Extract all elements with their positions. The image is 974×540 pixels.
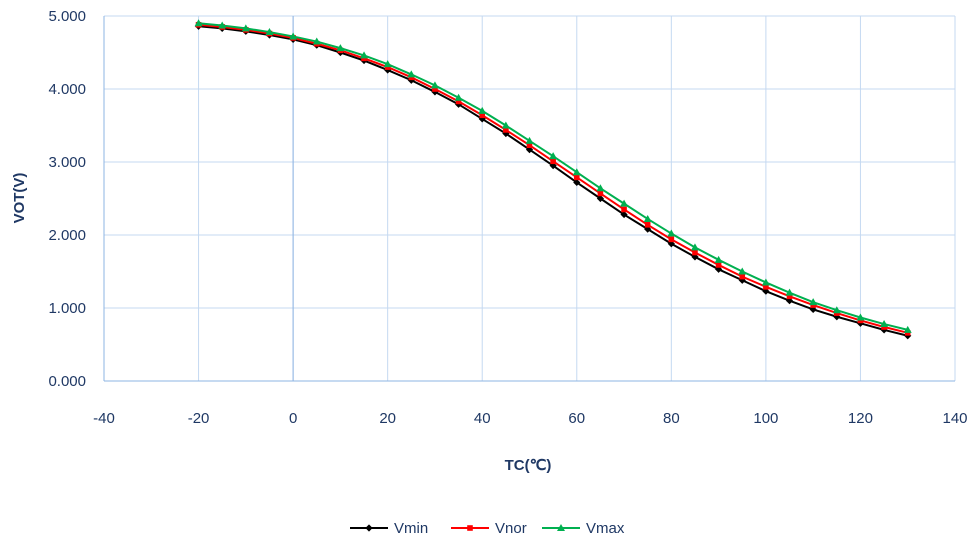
x-tick-label: 100 (753, 410, 778, 427)
data-point-vmin (880, 326, 888, 334)
x-tick-label: 0 (289, 410, 297, 427)
data-point-vmax (265, 28, 274, 36)
data-point-vmax (643, 214, 652, 222)
gridlines (104, 15, 956, 381)
legend: Vmin Vnor Vmax (350, 520, 625, 537)
legend-marker (467, 525, 473, 531)
data-point-vnor (550, 158, 556, 165)
data-point-vmin (809, 305, 817, 314)
y-tick-label: 0.000 (48, 373, 86, 390)
x-tick-label: -20 (188, 410, 210, 427)
data-point-vmin (596, 194, 605, 203)
x-tick-label: 20 (379, 410, 396, 427)
series-line-vmax (198, 22, 908, 331)
data-point-vnor (621, 206, 627, 213)
data-point-vmax (667, 229, 676, 237)
data-point-vmin (620, 210, 628, 219)
data-point-vmax (785, 288, 794, 296)
data-point-vnor (715, 262, 722, 268)
data-point-vmin (762, 287, 770, 295)
y-tick-label: 4.000 (48, 81, 86, 98)
data-point-vnor (597, 190, 604, 197)
data-point-vmax (714, 255, 723, 263)
y-tick-label: 3.000 (48, 154, 86, 171)
x-tick-label: 120 (848, 410, 873, 427)
y-tick-label: 2.000 (48, 227, 86, 244)
data-point-vmax (880, 320, 889, 328)
data-point-vmax (430, 81, 439, 89)
legend-item-vmin: Vmin (350, 520, 428, 537)
y-tick-label: 1.000 (48, 300, 86, 317)
legend-marker (557, 524, 565, 531)
data-point-vmax (903, 325, 912, 333)
data-point-vmax (478, 106, 487, 114)
x-tick-label: 60 (568, 410, 585, 427)
data-point-vmax (596, 184, 605, 192)
data-point-vmin (454, 100, 463, 108)
data-point-vmin (833, 313, 841, 321)
data-point-vmax (360, 51, 369, 59)
series-line-vmin (198, 25, 908, 337)
x-tick-label: 40 (474, 410, 491, 427)
legend-label: Vnor (495, 520, 527, 537)
data-point-vmax (738, 267, 747, 275)
data-point-vnor (479, 112, 486, 119)
data-point-vmax (620, 199, 629, 207)
x-axis-label: TC(℃) (505, 457, 552, 474)
data-point-vnor (692, 249, 698, 256)
data-point-vmin (502, 129, 510, 138)
data-point-vmax (336, 44, 345, 52)
data-point-vmin (431, 88, 439, 96)
legend-label: Vmin (394, 520, 428, 537)
legend-item-vmax: Vmax (542, 520, 625, 537)
y-tick-labels: 0.000 1.000 2.000 3.000 4.000 5.000 (48, 8, 86, 390)
data-point-vmax (194, 19, 203, 27)
data-point-vmax (241, 24, 250, 32)
data-point-vmax (525, 136, 534, 144)
data-point-vmin (573, 178, 581, 187)
data-point-vmax (289, 32, 298, 40)
data-point-vmax (501, 121, 510, 129)
y-tick-label: 5.000 (48, 8, 86, 25)
axes (103, 16, 955, 382)
data-point-vnor (644, 221, 651, 228)
data-point-vnor (503, 127, 509, 133)
series-vmax (194, 19, 912, 333)
data-point-vnor (739, 273, 746, 280)
x-tick-label: 80 (663, 410, 680, 427)
x-tick-label: 140 (942, 410, 967, 427)
data-point-vmax (218, 21, 227, 29)
data-point-vmax (690, 243, 699, 251)
data-point-vmax (312, 37, 321, 45)
data-point-vnor (432, 86, 438, 92)
data-point-vmin (738, 276, 746, 284)
legend-item-vnor: Vnor (451, 520, 527, 537)
data-point-vnor (763, 284, 769, 290)
x-tick-labels: -40 -20 0 20 40 60 80 100 120 140 (93, 410, 967, 427)
data-point-vmax (383, 60, 392, 68)
data-point-vnor (786, 293, 793, 300)
series-group (194, 19, 912, 340)
data-point-vmax (549, 152, 558, 160)
series-vnor (195, 21, 911, 336)
data-point-vnor (573, 174, 580, 181)
y-axis-label: VOT(V) (11, 173, 28, 224)
data-point-vmax (832, 306, 841, 314)
data-point-vmax (572, 168, 581, 176)
series-vmin (194, 22, 912, 340)
data-point-vmax (761, 278, 770, 286)
legend-marker (365, 524, 373, 532)
data-point-vnor (526, 142, 533, 149)
data-point-vnor (455, 98, 462, 105)
legend-label: Vmax (586, 520, 625, 537)
data-point-vmax (454, 93, 463, 101)
x-tick-label: -40 (93, 410, 115, 427)
data-point-vmax (407, 70, 416, 78)
series-line-vnor (198, 23, 908, 334)
data-point-vmax (856, 313, 865, 321)
data-point-vmax (809, 298, 818, 306)
data-point-vmin (785, 297, 794, 305)
data-point-vnor (668, 236, 675, 243)
